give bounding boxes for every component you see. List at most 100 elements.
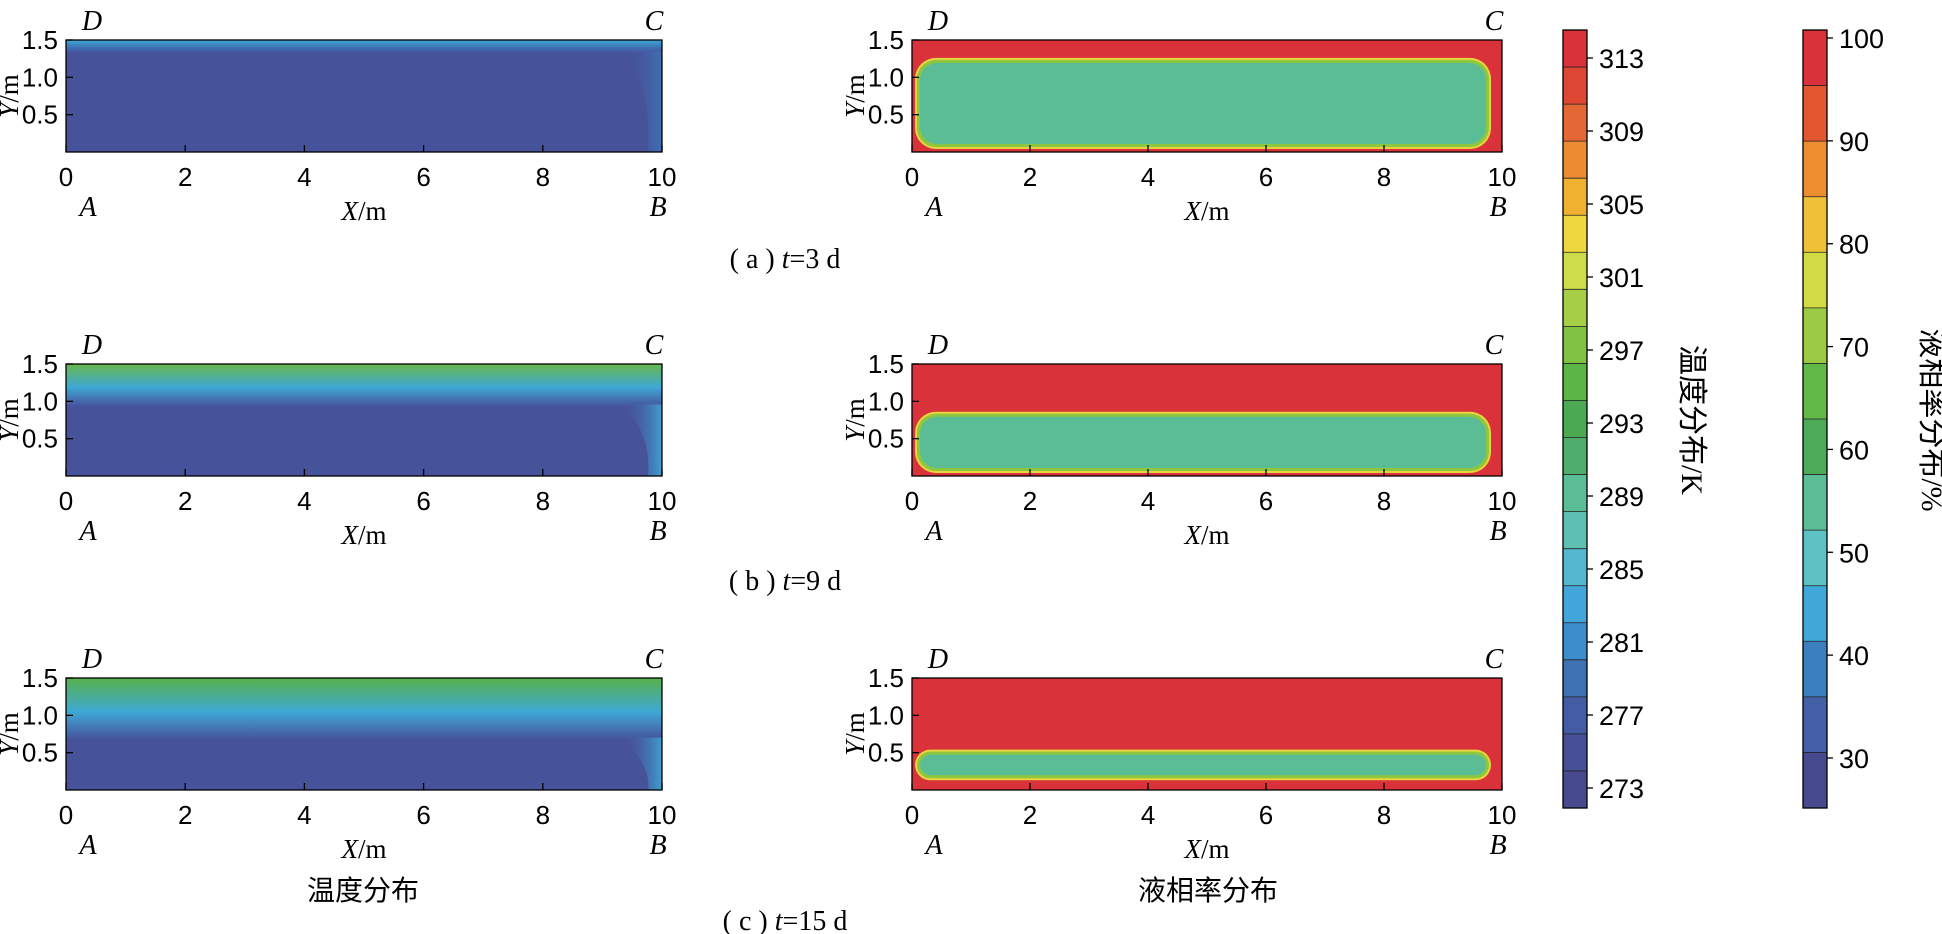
colorbar-tick-label: 281	[1599, 628, 1644, 658]
colorbar-segment	[1563, 474, 1587, 513]
panel-temp-9d: 0 2 4 6 8 10 0.5 1.0 1.5 X/m Y/m D C A B	[0, 330, 676, 550]
right-front	[622, 404, 662, 476]
y-axis-label: Y/m	[840, 712, 870, 756]
y-axis-label: Y/m	[0, 398, 24, 442]
colorbar-title: 液相率分布/%	[1915, 328, 1942, 511]
x-tick-label: 10	[1488, 486, 1517, 516]
colorbar-segment	[1563, 141, 1587, 179]
colorbar-segment	[1803, 196, 1827, 253]
colorbar-segment	[1563, 733, 1587, 772]
y-tick-label: 0.5	[868, 100, 904, 130]
y-axis-label: Y/m	[0, 712, 24, 756]
colorbar-temperature: 313 309 305 301 297 293 289 285 281 277 273 温度分布/K	[1562, 29, 1708, 809]
x-tick-label: 2	[178, 800, 192, 830]
colorbar-segment	[1803, 141, 1827, 198]
corner-label-d: D	[81, 644, 102, 675]
x-tick-label: 2	[1023, 162, 1037, 192]
x-tick-label: 6	[416, 486, 430, 516]
plot-frame	[911, 363, 1503, 477]
colorbar-tick-label: 293	[1599, 409, 1644, 439]
y-tick-label: 1.5	[22, 25, 58, 55]
panel-liquid-9d: 0 2 4 6 8 10 0.5 1.0 1.5 X/m Y/m D C A B	[840, 330, 1516, 550]
x-tick-label: 10	[648, 162, 677, 192]
plot-frame	[65, 39, 663, 153]
colorbar-segment	[1563, 511, 1587, 550]
corner-label-d: D	[81, 6, 102, 37]
corner-label-b: B	[649, 830, 666, 861]
y-tick-label: 1.5	[868, 349, 904, 379]
colorbar-segment	[1563, 548, 1587, 587]
x-tick-label: 4	[297, 486, 311, 516]
corner-label-c: C	[645, 6, 664, 37]
x-tick-label: 0	[59, 486, 73, 516]
corner-label-c: C	[645, 330, 664, 361]
colorbar-segment	[1563, 67, 1587, 105]
x-axis-label: X/m	[1183, 196, 1229, 226]
x-tick-label: 2	[178, 486, 192, 516]
colorbar-segment	[1563, 622, 1587, 661]
colorbar-segment	[1563, 437, 1587, 476]
colorbar-segment	[1563, 178, 1587, 216]
colorbar-segment	[1803, 419, 1827, 476]
colorbar-frame	[1802, 29, 1828, 809]
colorbar-tick-label: 313	[1599, 44, 1644, 74]
x-tick-label: 4	[1141, 800, 1155, 830]
corner-label-b: B	[649, 192, 666, 223]
colorbar-tick-label: 90	[1839, 127, 1869, 157]
colorbar-tick-label: 277	[1599, 701, 1644, 731]
field-liquid-15d	[912, 678, 1502, 790]
y-tick-label: 0.5	[868, 738, 904, 768]
x-tick-label: 6	[1259, 800, 1273, 830]
colorbar-segment	[1803, 641, 1827, 698]
colorbar-tick-label: 70	[1839, 333, 1869, 363]
x-tick-label: 4	[1141, 162, 1155, 192]
x-tick-label: 0	[905, 162, 919, 192]
colorbar-segment	[1563, 696, 1587, 735]
colorbar-tick-label: 80	[1839, 230, 1869, 260]
colorbar-segment	[1563, 104, 1587, 142]
colorbar-segment	[1803, 696, 1827, 753]
colorbar-segment	[1803, 474, 1827, 531]
corner-label-b: B	[649, 516, 666, 547]
plot-frame	[911, 39, 1503, 153]
x-tick-label: 6	[1259, 486, 1273, 516]
x-tick-label: 2	[178, 162, 192, 192]
colorbar-segment	[1563, 400, 1587, 439]
colorbar-tick-label: 285	[1599, 555, 1644, 585]
column-title-liquid: 液相率分布	[1138, 875, 1278, 907]
field-temp-9d	[66, 364, 662, 476]
colorbar-title: 温度分布/K	[1675, 345, 1708, 495]
colorbar-tick-label: 60	[1839, 435, 1869, 465]
x-tick-label: 0	[59, 162, 73, 192]
corner-label-a: A	[77, 830, 97, 861]
corner-label-d: D	[81, 330, 102, 361]
warm-band	[66, 678, 662, 740]
colorbar-segment	[1563, 659, 1587, 698]
colorbar-frame	[1562, 29, 1588, 809]
field-liquid-9d	[912, 364, 1502, 476]
y-tick-label: 0.5	[22, 738, 58, 768]
caption-c: ( c ) t=15 d	[723, 906, 848, 934]
y-tick-label: 1.5	[22, 663, 58, 693]
colorbar-segment	[1803, 307, 1827, 364]
x-tick-label: 6	[416, 162, 430, 192]
colorbar-tick-label: 297	[1599, 336, 1644, 366]
right-front	[622, 737, 662, 790]
colorbar-tick-label: 273	[1599, 774, 1644, 804]
x-tick-label: 8	[536, 486, 550, 516]
colorbar-segment	[1563, 30, 1587, 68]
corner-label-d: D	[927, 644, 948, 675]
colorbar-tick-label: 100	[1839, 24, 1884, 54]
column-title-temperature: 温度分布	[307, 875, 419, 907]
x-tick-label: 10	[648, 800, 677, 830]
colorbar-segment	[1803, 30, 1827, 87]
x-axis-label: X/m	[1183, 520, 1229, 550]
y-axis-label: Y/m	[840, 74, 870, 118]
corner-label-c: C	[1485, 644, 1504, 675]
x-tick-label: 0	[905, 486, 919, 516]
cold-region	[66, 40, 662, 152]
x-axis-label: X/m	[340, 196, 386, 226]
field-temp-3d	[66, 40, 662, 152]
y-axis-label: Y/m	[0, 74, 24, 118]
y-tick-label: 1.0	[22, 386, 58, 416]
